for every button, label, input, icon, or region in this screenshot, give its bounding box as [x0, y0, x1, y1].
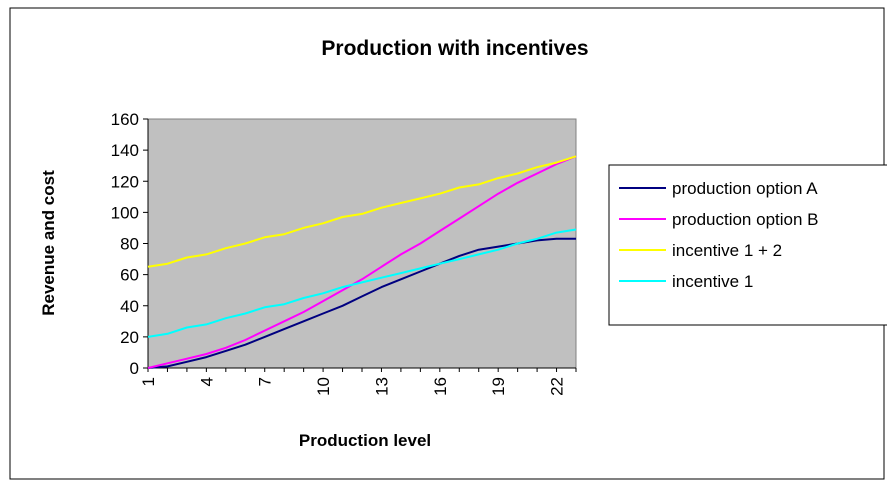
- legend-label: production option B: [672, 210, 819, 229]
- y-tick-label: 60: [120, 266, 139, 285]
- y-tick-label: 40: [120, 297, 139, 316]
- y-tick-label: 80: [120, 235, 139, 254]
- y-tick-label: 0: [130, 359, 139, 378]
- y-axis-title: Revenue and cost: [39, 170, 58, 316]
- series-line-1: [147, 237, 576, 369]
- x-tick-label: 1: [139, 377, 158, 386]
- x-tick-label: 19: [489, 377, 508, 396]
- legend-item: incentive 1: [619, 272, 753, 291]
- legend-label: production option A: [672, 179, 818, 198]
- x-tick-label: 13: [372, 377, 391, 396]
- x-tick-label: 10: [314, 377, 333, 396]
- legend-item: production option B: [619, 210, 819, 229]
- y-axis: 0 20 40 60 80 100 120 140 160: [111, 110, 149, 378]
- y-tick-label: 160: [111, 110, 139, 129]
- x-tick-label: 4: [197, 377, 216, 386]
- x-axis-title: Production level: [299, 431, 431, 450]
- plot-area: [147, 118, 577, 369]
- y-tick-label: 20: [120, 328, 139, 347]
- legend-label: incentive 1: [672, 272, 753, 291]
- series-line-2: [147, 155, 577, 369]
- legend: production option A production option B in…: [608, 164, 887, 326]
- y-tick-label: 140: [111, 141, 139, 160]
- series-line-3: [147, 155, 577, 268]
- x-tick-label: 16: [431, 377, 450, 396]
- x-tick-label: 22: [548, 377, 567, 396]
- series-lines: [147, 155, 577, 369]
- legend-item: incentive 1 + 2: [619, 241, 782, 260]
- y-tick-label: 100: [111, 203, 139, 222]
- series-line-4: [147, 228, 577, 338]
- legend-box: [608, 164, 887, 326]
- legend-label: incentive 1 + 2: [672, 241, 782, 260]
- x-tick-label: 7: [256, 377, 275, 386]
- x-axis: 1 4 7 10 13 16 19 22: [139, 367, 577, 396]
- chart-title: Production with incentives: [321, 37, 588, 60]
- legend-item: production option A: [619, 179, 818, 198]
- y-tick-label: 120: [111, 172, 139, 191]
